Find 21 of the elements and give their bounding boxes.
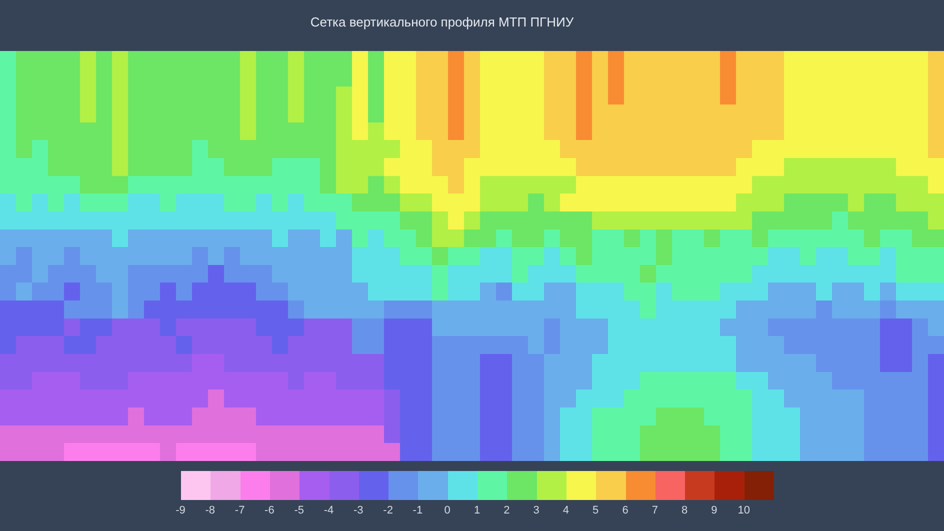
color-bar-label: -8 xyxy=(205,504,216,517)
color-bar-label: 10 xyxy=(738,504,750,517)
color-bar-label: -4 xyxy=(324,504,334,517)
color-bar-label: 8 xyxy=(681,504,688,517)
chart-title: Сетка вертикального профиля МТП ПГНИУ xyxy=(310,14,574,30)
color-bar-label: -5 xyxy=(294,504,304,517)
color-bar-label: 6 xyxy=(622,504,628,517)
color-bar-label: 2 xyxy=(504,504,510,517)
color-bar-label: -3 xyxy=(354,504,364,517)
color-bar-label: 7 xyxy=(652,504,658,517)
color-bar-label: 1 xyxy=(474,504,480,517)
color-bar-label: -9 xyxy=(176,504,186,517)
color-bar-label: 4 xyxy=(562,504,570,517)
color-bar-label: 5 xyxy=(592,504,599,517)
color-bar-label: -7 xyxy=(234,504,245,517)
color-bar-label: -6 xyxy=(264,504,274,517)
color-bar-label: 0 xyxy=(444,504,450,517)
color-bar-label: -2 xyxy=(383,504,393,517)
color-bar-label: -1 xyxy=(412,504,423,517)
color-bar-label: 3 xyxy=(533,504,540,517)
color-bar-label: 9 xyxy=(711,504,718,517)
